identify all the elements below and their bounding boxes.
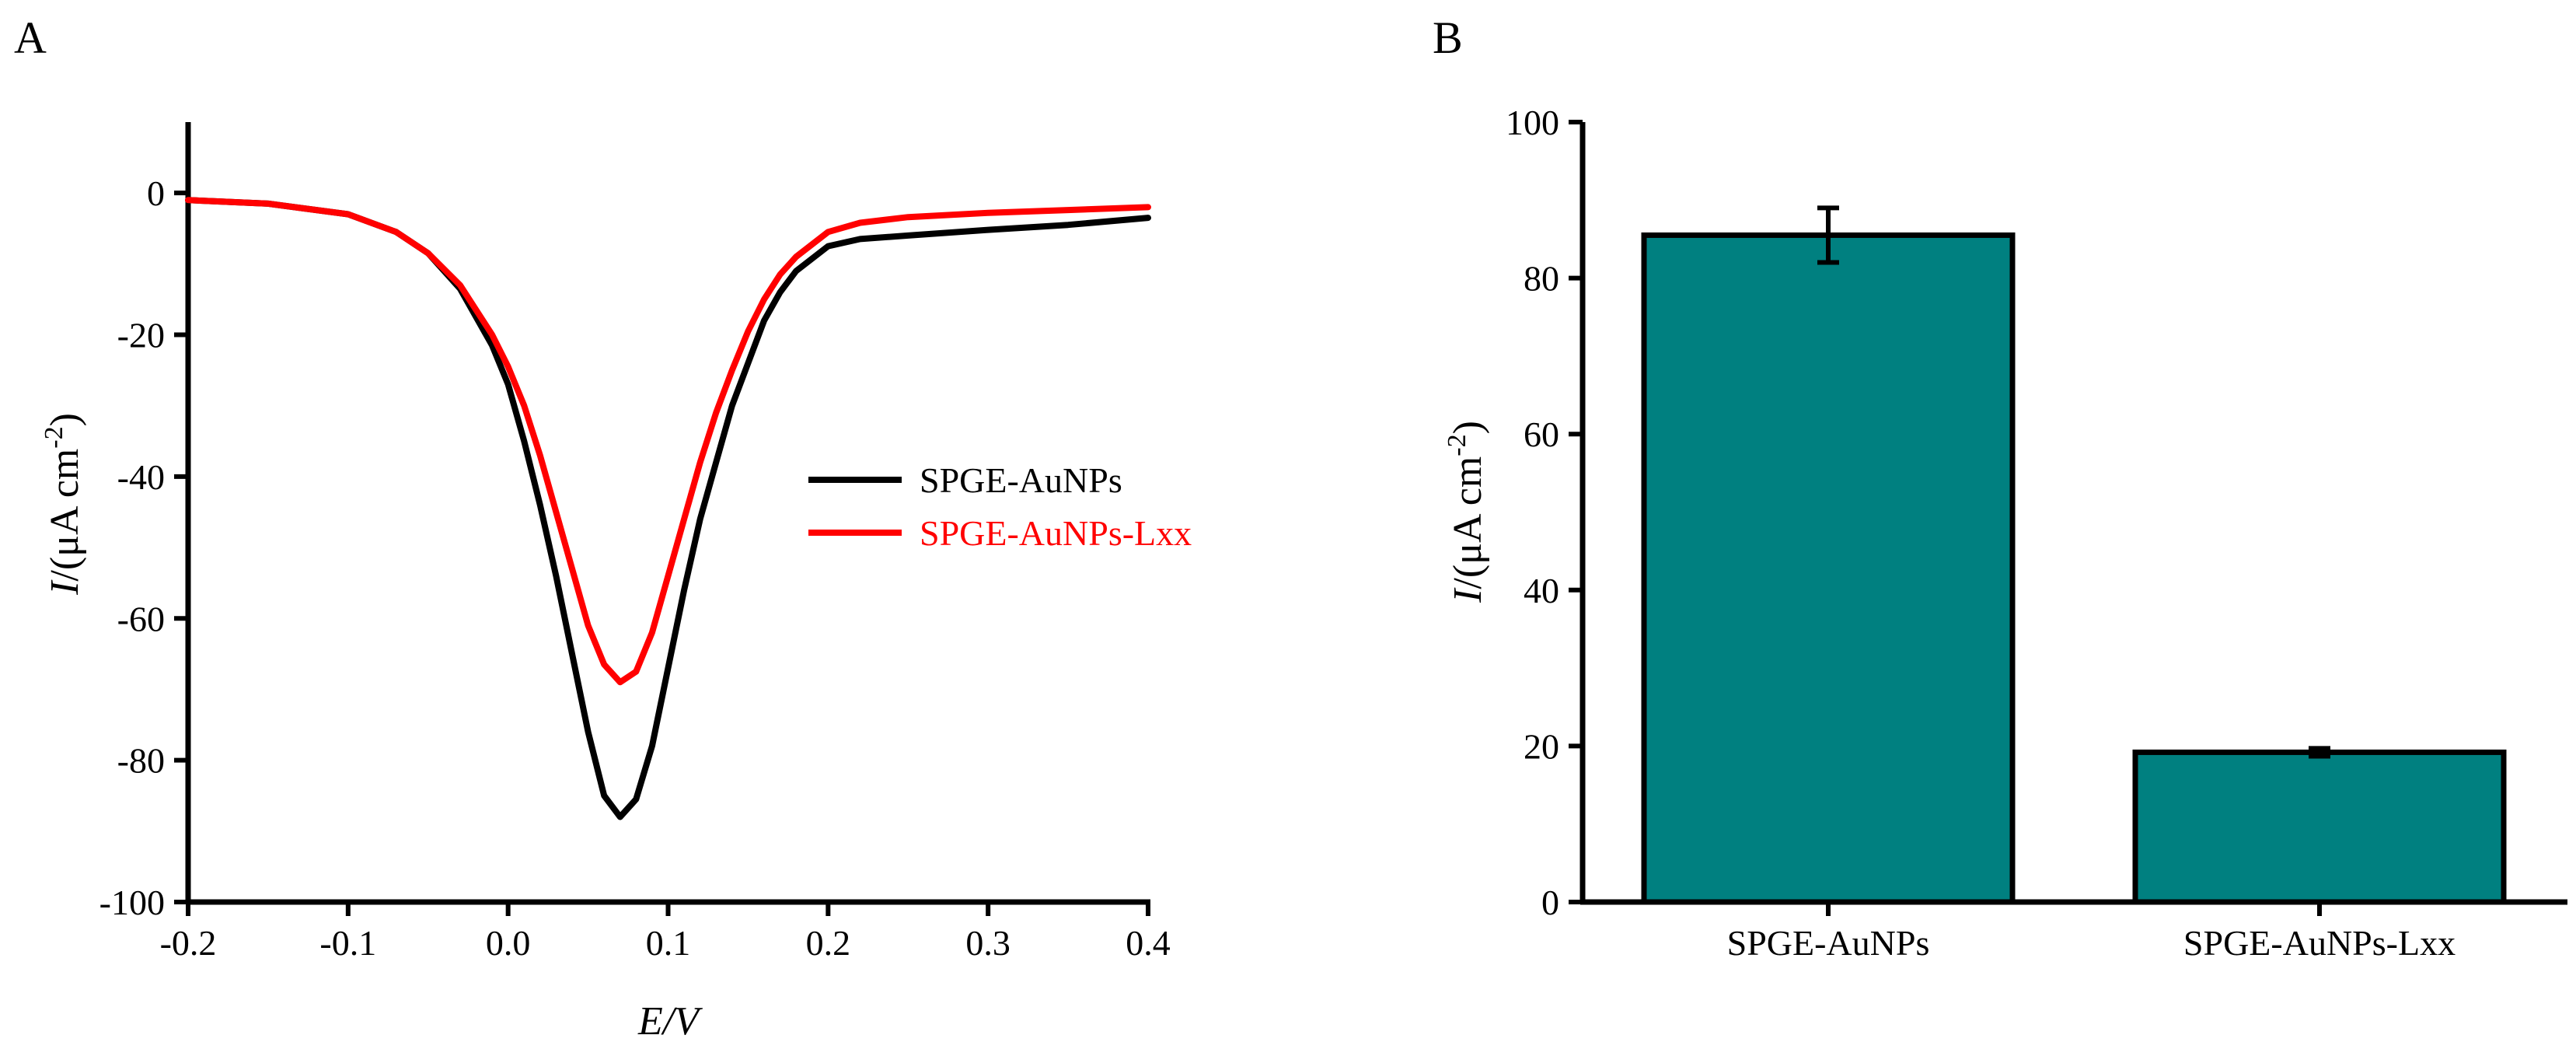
panel-b-y-title-unit: /(μA cm — [1446, 456, 1490, 589]
panel-a-x-axis-title: E/V — [637, 999, 703, 1044]
panel-a-y-tick-label: 0 — [147, 173, 165, 213]
panel-a-y-tick-label: -20 — [117, 316, 165, 355]
legend-label-spge-aunps-lxx: SPGE-AuNPs-Lxx — [920, 513, 1192, 553]
panel-b-y-tick-label: 20 — [1524, 726, 1559, 766]
panel-a-y-title-unit: /(μA cm — [43, 449, 87, 582]
panel-a-line-chart: 0 -20 -40 -60 -80 -100 -0.2 -0.1 0.0 0.1 0.2 0.3 0.… — [40, 122, 1192, 1044]
panel-a-x-tick-label: -0.2 — [160, 923, 217, 963]
panel-a-y-title-symbol: I — [43, 579, 87, 596]
panel-b-y-tick-label: 100 — [1506, 103, 1559, 142]
category-label-spge-aunps-lxx: SPGE-AuNPs-Lxx — [2183, 923, 2456, 963]
panel-a-x-tick-label: 0.2 — [806, 923, 851, 963]
panel-b-y-tick-label: 60 — [1524, 414, 1559, 454]
bar-spge-aunps-lxx — [2132, 749, 2507, 905]
panel-a-legend: SPGE-AuNPs SPGE-AuNPs-Lxx — [808, 460, 1192, 553]
panel-a-y-title-exponent: -2 — [40, 426, 68, 448]
category-label-spge-aunps: SPGE-AuNPs — [1727, 923, 1930, 963]
panel-letter-a: A — [14, 12, 47, 63]
legend-label-spge-aunps: SPGE-AuNPs — [920, 460, 1122, 500]
panel-b-y-title-close: ) — [1446, 421, 1490, 434]
series-line-spge-aunps-lxx — [185, 197, 1151, 686]
panel-a-x-tick-label: 0.3 — [965, 923, 1011, 963]
panel-b-bar-chart: 0 20 40 60 80 100 SPGE-AuNPs SPGE-AuNPs-Lxx I/… — [1443, 103, 2567, 963]
panel-a-y-axis-title: I/(μA cm-2) — [40, 413, 87, 596]
panel-b-y-axis-title: I/(μA cm-2) — [1443, 421, 1490, 603]
panel-b-y-tick-label: 40 — [1524, 571, 1559, 610]
panel-b-y-tick-label: 80 — [1524, 259, 1559, 299]
panel-a-y-tick-label: -80 — [117, 741, 165, 781]
panel-letter-b: B — [1433, 12, 1463, 63]
series-line-spge-aunps — [185, 197, 1151, 820]
panel-a-y-title-close: ) — [43, 413, 87, 426]
panel-b-y-title-exponent: -2 — [1443, 434, 1471, 456]
panel-b-y-tick-label: 0 — [1541, 883, 1559, 922]
panel-a-y-tick-label: -40 — [117, 457, 165, 497]
bar-spge-aunps — [1641, 232, 2016, 905]
panel-a-x-tick-label: -0.1 — [319, 923, 376, 963]
panel-a-x-tick-label: 0.1 — [646, 923, 691, 963]
panel-a-y-tick-label: -60 — [117, 599, 165, 638]
panel-a-y-tick-label: -100 — [99, 883, 165, 922]
panel-a-x-tick-label: 0.4 — [1126, 923, 1171, 963]
panel-b-y-title-symbol: I — [1446, 587, 1490, 603]
panel-a-x-tick-label: 0.0 — [486, 923, 531, 963]
